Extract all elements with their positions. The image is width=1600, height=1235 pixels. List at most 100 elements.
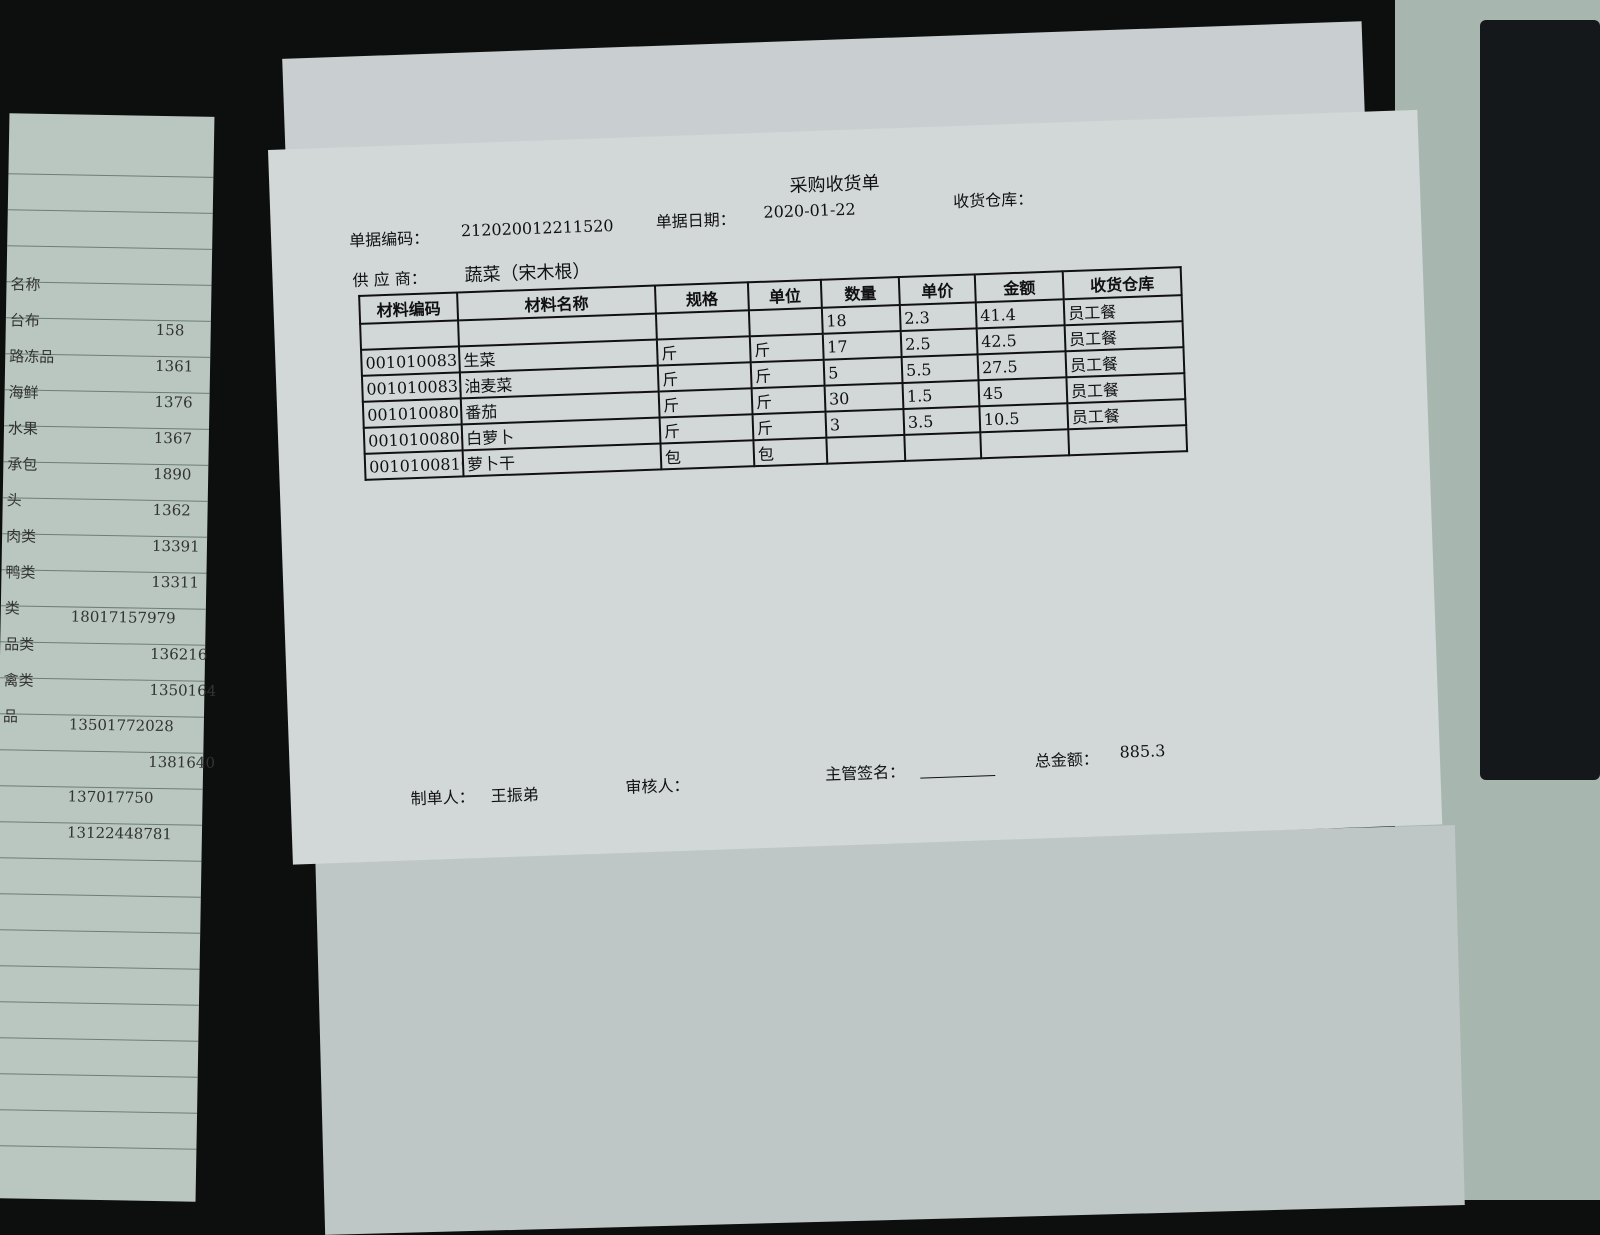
column-header: 数量 (820, 277, 900, 308)
table-cell: 斤 (751, 385, 826, 415)
total-amount: 885.3 (1119, 741, 1166, 762)
table-cell: 斤 (657, 362, 752, 392)
maker: 王振弟 (490, 784, 540, 806)
table-cell: 1.5 (902, 380, 980, 409)
background-category: 鸭类 (5, 563, 36, 582)
table-cell: 包 (753, 437, 828, 467)
column-header: 规格 (654, 282, 749, 314)
table-cell (360, 320, 459, 350)
background-category: 台布 (9, 311, 41, 330)
table-cell: 17 (822, 331, 902, 360)
table-cell: 包 (660, 440, 755, 470)
background-phone-number: 137017750 (67, 787, 154, 807)
background-category: 类 (4, 599, 21, 618)
supplier-label: 供 应 商： (352, 268, 428, 291)
background-category: 水果 (7, 419, 39, 438)
background-rule-line (0, 1037, 199, 1042)
table-cell: 10.5 (979, 403, 1069, 433)
warehouse-label: 收货仓库： (952, 189, 1034, 212)
background-rule-line (0, 929, 201, 934)
background-rule-line (0, 857, 202, 862)
background-rule-line (0, 965, 200, 970)
background-category: 禽类 (3, 671, 34, 690)
background-phone-number: 18017157979 (70, 607, 176, 628)
background-rule-line (0, 893, 201, 898)
supervisor-label: 主管签名： (824, 762, 906, 784)
table-cell: 斤 (752, 411, 827, 441)
background-dark-object (1480, 20, 1600, 780)
background-phone-number: 1361 (154, 356, 194, 376)
background-phone-number: 136216 (149, 644, 208, 664)
table-cell: 0010100832 (361, 372, 461, 402)
total-label: 总金额： (1034, 749, 1100, 771)
column-header: 材料编码 (359, 292, 459, 324)
doc-date: 2020-01-22 (763, 199, 856, 222)
background-phone-number: 1890 (153, 464, 192, 484)
doc-date-label: 单据日期： (655, 209, 737, 232)
table-cell (904, 432, 982, 461)
reviewer-label: 审核人： (625, 775, 690, 797)
table-cell: 27.5 (977, 351, 1067, 381)
background-contact-sheet: 名称 台布 路冻品 海鲜 水果 承包头肉类 鸭类类品类 禽类品 158 1361 1376 1367 1… (0, 113, 217, 1202)
table-cell: 2.3 (899, 302, 977, 332)
column-header: 收货仓库 (1062, 267, 1182, 300)
background-category: 路冻品 (9, 347, 55, 367)
background-phone-number: 13311 (151, 572, 200, 592)
column-header: 单价 (898, 274, 976, 306)
table-cell: 2.5 (900, 328, 978, 358)
background-category: 头 (6, 491, 22, 510)
background-rule-line (0, 1109, 198, 1114)
table-cell: 0010100816 (364, 450, 464, 480)
background-rule-line (7, 209, 213, 214)
background-category: 品 (2, 707, 19, 726)
table-cell: 41.4 (975, 299, 1065, 329)
table-cell: 45 (978, 377, 1068, 407)
doc-no: 212020012211520 (460, 215, 614, 241)
background-rule-line (7, 245, 213, 250)
document-title: 采购收货单 (789, 172, 880, 197)
table-cell (1068, 425, 1188, 456)
items-table: 材料编码 材料名称 规格 单位 数量 单价 金额 收货仓库 18 2.3 41.4 员工餐 00101… (358, 266, 1188, 481)
supplier: 蔬菜（宋木根） (464, 260, 591, 287)
background-rule-line (8, 173, 214, 178)
table-cell: 萝卜干 (462, 443, 662, 477)
table-cell: 42.5 (976, 325, 1066, 355)
table-cell (826, 434, 906, 464)
column-header: 单位 (747, 279, 822, 311)
background-rule-line (0, 1001, 199, 1006)
table-cell: 3 (825, 408, 905, 438)
table-cell: 斤 (750, 359, 825, 389)
background-phone-number: 1381640 (148, 752, 216, 772)
table-cell: 0010100805 (362, 398, 462, 428)
background-phone-number: 13391 (151, 536, 200, 556)
background-category: 海鲜 (8, 383, 39, 402)
table-cell: 斤 (659, 414, 754, 444)
column-header: 金额 (974, 271, 1064, 303)
background-phone-number: 13122448781 (66, 823, 173, 844)
background-phone-number: 1376 (154, 392, 193, 412)
table-cell: 5.5 (901, 354, 979, 383)
background-phone-number: 13501772028 (68, 715, 174, 736)
background-category: 名称 (10, 275, 41, 294)
background-phone-number: 1350164 (149, 680, 217, 700)
supervisor-signature-line (920, 774, 996, 779)
background-rule-line (0, 1145, 197, 1150)
table-cell: 0010100835 (361, 346, 460, 376)
purchase-receipt-document: 采购收货单 单据编码： 212020012211520 单据日期： 2020-0… (268, 109, 1443, 865)
background-bottom-receipt (315, 825, 1465, 1235)
table-cell (980, 429, 1070, 459)
doc-no-label: 单据编码： (348, 228, 430, 251)
table-cell: 3.5 (903, 406, 981, 435)
background-category: 品类 (4, 635, 35, 654)
table-cell (655, 310, 750, 340)
background-phone-number: 158 (155, 320, 185, 340)
table-cell: 斤 (658, 388, 753, 418)
background-category: 肉类 (5, 527, 37, 546)
maker-label: 制单人： (410, 787, 476, 809)
table-cell: 18 (821, 305, 901, 334)
table-cell (748, 307, 823, 337)
table-cell: 斤 (749, 333, 824, 363)
table-cell: 0010100800 (363, 424, 463, 454)
table-cell: 斤 (656, 336, 751, 366)
background-phone-number: 1362 (152, 500, 191, 520)
